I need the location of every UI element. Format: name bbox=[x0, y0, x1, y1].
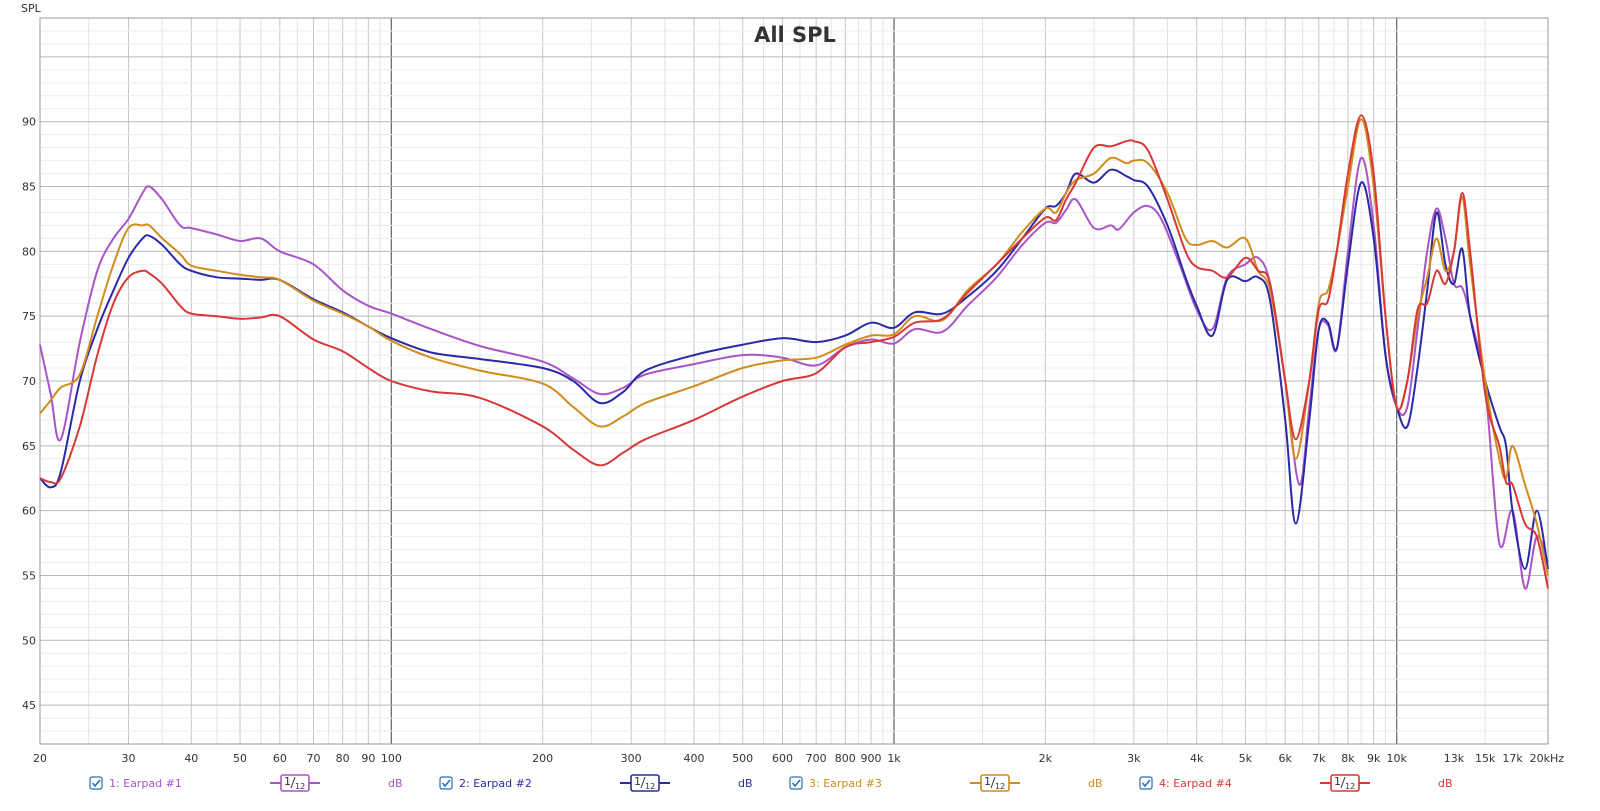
fraction-slash bbox=[290, 776, 296, 789]
x-tick-label: 20kHz bbox=[1530, 752, 1565, 765]
y-tick-label: 70 bbox=[22, 375, 36, 388]
series-lines bbox=[39, 114, 1549, 590]
smoothing-denominator: 12 bbox=[995, 782, 1005, 791]
x-tick-label: 80 bbox=[336, 752, 350, 765]
y-tick-labels: 45 50 55 60 65 70 75 80 85 90 bbox=[22, 116, 36, 712]
x-tick-label: 50 bbox=[233, 752, 247, 765]
grid bbox=[39, 17, 1549, 745]
x-tick-label: 30 bbox=[122, 752, 136, 765]
y-tick-label: 55 bbox=[22, 569, 36, 582]
x-tick-label: 400 bbox=[683, 752, 704, 765]
smoothing-button[interactable] bbox=[280, 774, 310, 792]
check-icon bbox=[791, 779, 801, 788]
y-tick-label: 50 bbox=[22, 634, 36, 647]
x-tick-label: 7k bbox=[1312, 752, 1326, 765]
fraction-slash bbox=[1340, 776, 1346, 789]
smoothing-denominator: 12 bbox=[645, 782, 655, 791]
y-axis-label: SPL bbox=[21, 2, 42, 15]
fraction-slash bbox=[990, 776, 996, 789]
legend-label: 1: Earpad #1 bbox=[109, 777, 182, 790]
x-tick-labels: 20 30 40 50 60 70 80 90 100 200 300 400 500 600 700 800… bbox=[33, 752, 1564, 765]
legend: 1: Earpad #1 1 12 dB 2: Earpad #2 1 12 dB 3: Ear… bbox=[89, 774, 1453, 792]
x-tick-label: 60 bbox=[273, 752, 287, 765]
y-tick-label: 90 bbox=[22, 116, 36, 129]
x-tick-label: 90 bbox=[361, 752, 375, 765]
legend-label: 3: Earpad #3 bbox=[809, 777, 882, 790]
legend-item-earpad-2[interactable]: 2: Earpad #2 1 12 dB bbox=[439, 774, 753, 792]
legend-checkbox[interactable] bbox=[439, 776, 453, 790]
check-icon bbox=[91, 779, 101, 788]
y-tick-label: 85 bbox=[22, 181, 36, 194]
x-tick-label: 17k bbox=[1502, 752, 1523, 765]
smoothing-button[interactable] bbox=[980, 774, 1010, 792]
x-tick-label: 9k bbox=[1367, 752, 1381, 765]
x-tick-label: 700 bbox=[806, 752, 827, 765]
y-tick-label: 45 bbox=[22, 699, 36, 712]
legend-label: 4: Earpad #4 bbox=[1159, 777, 1232, 790]
smoothing-denominator: 12 bbox=[295, 782, 305, 791]
x-tick-label: 1k bbox=[887, 752, 901, 765]
x-tick-label: 900 bbox=[861, 752, 882, 765]
y-tick-label: 75 bbox=[22, 310, 36, 323]
x-tick-label: 40 bbox=[184, 752, 198, 765]
smoothing-button[interactable] bbox=[630, 774, 660, 792]
y-tick-label: 80 bbox=[22, 245, 36, 258]
x-tick-label: 15k bbox=[1475, 752, 1496, 765]
x-tick-label: 4k bbox=[1190, 752, 1204, 765]
plot-frame bbox=[39, 17, 1549, 745]
legend-checkbox[interactable] bbox=[1139, 776, 1153, 790]
series-line-earpad-2 bbox=[39, 168, 1549, 570]
x-tick-label: 500 bbox=[732, 752, 753, 765]
legend-unit: dB bbox=[1088, 777, 1103, 790]
smoothing-numerator: 1 bbox=[1334, 775, 1341, 788]
chart-title: All SPL bbox=[754, 23, 836, 47]
smoothing-numerator: 1 bbox=[284, 775, 291, 788]
x-tick-label: 5k bbox=[1239, 752, 1253, 765]
x-tick-label: 10k bbox=[1386, 752, 1407, 765]
x-tick-label: 70 bbox=[306, 752, 320, 765]
legend-checkbox[interactable] bbox=[89, 776, 103, 790]
legend-unit: dB bbox=[738, 777, 753, 790]
legend-item-earpad-4[interactable]: 4: Earpad #4 1 12 dB bbox=[1139, 774, 1453, 792]
legend-label: 2: Earpad #2 bbox=[459, 777, 532, 790]
smoothing-button[interactable] bbox=[1330, 774, 1360, 792]
x-tick-label: 2k bbox=[1039, 752, 1053, 765]
smoothing-denominator: 12 bbox=[1345, 782, 1355, 791]
check-icon bbox=[441, 779, 451, 788]
series-line-earpad-1 bbox=[39, 156, 1549, 590]
fraction-slash bbox=[640, 776, 646, 789]
legend-unit: dB bbox=[1438, 777, 1453, 790]
series-line-earpad-4 bbox=[39, 114, 1549, 589]
y-tick-label: 60 bbox=[22, 505, 36, 518]
check-icon bbox=[1141, 779, 1151, 788]
x-tick-label: 200 bbox=[532, 752, 553, 765]
x-tick-label: 3k bbox=[1127, 752, 1141, 765]
legend-unit: dB bbox=[388, 777, 403, 790]
x-tick-label: 800 bbox=[835, 752, 856, 765]
legend-checkbox[interactable] bbox=[789, 776, 803, 790]
x-tick-label: 13k bbox=[1444, 752, 1465, 765]
x-tick-label: 6k bbox=[1278, 752, 1292, 765]
smoothing-numerator: 1 bbox=[984, 775, 991, 788]
x-tick-label: 20 bbox=[33, 752, 47, 765]
x-tick-label: 8k bbox=[1341, 752, 1355, 765]
x-tick-label: 600 bbox=[772, 752, 793, 765]
y-tick-label: 65 bbox=[22, 440, 36, 453]
legend-item-earpad-1[interactable]: 1: Earpad #1 1 12 dB bbox=[89, 774, 403, 792]
smoothing-numerator: 1 bbox=[634, 775, 641, 788]
x-tick-label: 100 bbox=[381, 752, 402, 765]
x-tick-label: 300 bbox=[621, 752, 642, 765]
legend-item-earpad-3[interactable]: 3: Earpad #3 1 12 dB bbox=[789, 774, 1103, 792]
